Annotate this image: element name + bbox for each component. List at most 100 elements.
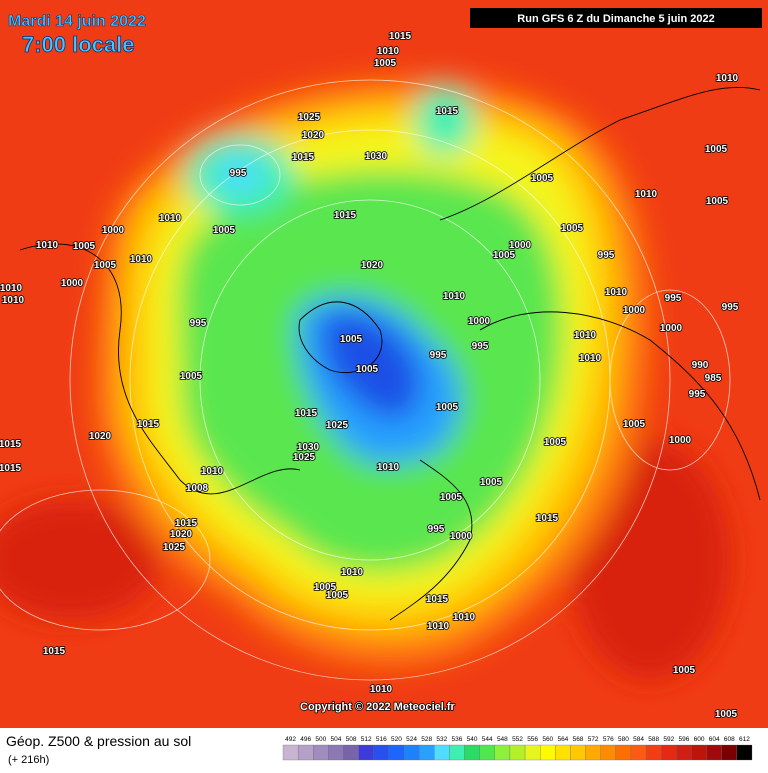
- legend-swatch: [358, 744, 374, 761]
- legend-label: 580: [618, 736, 629, 743]
- pressure-label: 1005: [480, 477, 503, 488]
- pressure-label: 1005: [180, 371, 203, 382]
- legend-label: 556: [527, 736, 538, 743]
- legend-swatch: [434, 744, 450, 761]
- pressure-label: 1015: [0, 439, 22, 450]
- legend-label: 496: [300, 736, 311, 743]
- pressure-label: 1015: [536, 513, 559, 524]
- legend-swatch: [540, 744, 556, 761]
- pressure-label: 1020: [89, 431, 112, 442]
- pressure-label: 995: [689, 389, 706, 400]
- legend-label: 528: [421, 736, 432, 743]
- pressure-label: 995: [472, 341, 489, 352]
- pressure-label: 1005: [561, 223, 584, 234]
- pressure-label: 1010: [2, 295, 25, 306]
- legend-label: 600: [694, 736, 705, 743]
- legend-label: 596: [678, 736, 689, 743]
- legend-swatch: [721, 744, 738, 761]
- legend-swatch: [706, 744, 722, 761]
- pressure-label: 1015: [334, 210, 357, 221]
- legend-swatch: [328, 744, 344, 761]
- pressure-label: 1000: [61, 278, 84, 289]
- legend-swatch: [585, 744, 601, 761]
- legend-swatch: [691, 744, 707, 761]
- legend-label: 568: [573, 736, 584, 743]
- legend-swatch: [464, 744, 480, 761]
- legend-label: 500: [315, 736, 326, 743]
- pressure-label: 995: [430, 350, 447, 361]
- legend-label: 576: [603, 736, 614, 743]
- legend-label: 540: [467, 736, 478, 743]
- pressure-label: 1005: [493, 250, 516, 261]
- pressure-label: 1030: [297, 442, 320, 453]
- pressure-label: 1005: [706, 196, 729, 207]
- pressure-label: 1015: [292, 152, 315, 163]
- pressure-label: 1020: [361, 260, 384, 271]
- legend-label: 564: [557, 736, 568, 743]
- pressure-label: 1010: [377, 46, 400, 57]
- pressure-label: 1005: [436, 402, 459, 413]
- legend-swatch: [343, 744, 359, 761]
- legend-swatch: [645, 744, 662, 761]
- pressure-label: 1015: [426, 594, 449, 605]
- legend-swatch: [661, 744, 677, 761]
- pressure-label: 1005: [356, 364, 379, 375]
- z500-field: [0, 0, 768, 728]
- pressure-label: 1000: [468, 316, 491, 327]
- legend-label: 520: [391, 736, 402, 743]
- run-info: Run GFS 6 Z du Dimanche 5 juin 2022: [517, 13, 714, 25]
- pressure-label: 1015: [295, 408, 318, 419]
- legend-swatch: [479, 744, 495, 761]
- legend-label: 536: [452, 736, 463, 743]
- legend-label: 544: [482, 736, 493, 743]
- legend-swatch: [419, 744, 435, 761]
- pressure-label: 1020: [302, 130, 325, 141]
- legend-label: 492: [285, 736, 296, 743]
- pressure-label: 1010: [0, 283, 23, 294]
- pressure-label: 1005: [340, 334, 363, 345]
- pressure-label: 1010: [443, 291, 466, 302]
- legend-swatch: [403, 744, 420, 761]
- legend-swatch: [509, 744, 526, 761]
- legend-label: 552: [512, 736, 523, 743]
- legend-label: 548: [497, 736, 508, 743]
- legend-label: 524: [406, 736, 417, 743]
- legend-swatch: [373, 744, 390, 761]
- pressure-label: 1025: [293, 452, 316, 463]
- legend-swatch: [570, 744, 586, 761]
- pressure-label: 1000: [450, 531, 473, 542]
- pressure-label: 1005: [440, 492, 463, 503]
- legend-label: 608: [724, 736, 735, 743]
- pressure-label: 1015: [175, 518, 198, 529]
- pressure-label: 1005: [623, 419, 646, 430]
- pressure-label: 1015: [389, 31, 412, 42]
- pressure-label: 1000: [623, 305, 646, 316]
- legend-label: 588: [648, 736, 659, 743]
- legend-swatch: [630, 744, 647, 761]
- pressure-label: 1000: [102, 225, 125, 236]
- pressure-label: 1005: [314, 582, 337, 593]
- pressure-label: 1005: [705, 144, 728, 155]
- legend-swatch: [555, 744, 571, 761]
- footer-title: Géop. Z500 & pression au sol: [6, 733, 191, 749]
- legend-swatch: [524, 744, 541, 761]
- legend-label: 572: [588, 736, 599, 743]
- pressure-label: 1008: [186, 483, 209, 494]
- pressure-label: 1005: [374, 58, 397, 69]
- legend-label: 532: [436, 736, 447, 743]
- legend-swatch: [313, 744, 329, 761]
- pressure-label: 1010: [370, 684, 393, 695]
- legend-swatch: [449, 744, 465, 761]
- pressure-label: 1010: [36, 240, 59, 251]
- legend-swatch: [282, 744, 299, 761]
- pressure-label: 1005: [94, 260, 117, 271]
- pressure-label: 1005: [73, 241, 96, 252]
- pressure-label: 1010: [130, 254, 153, 265]
- legend-swatch: [615, 744, 632, 761]
- legend-swatch: [600, 744, 616, 761]
- pressure-label: 1005: [326, 590, 349, 601]
- pressure-label: 1025: [163, 542, 186, 553]
- pressure-label: 1015: [436, 106, 459, 117]
